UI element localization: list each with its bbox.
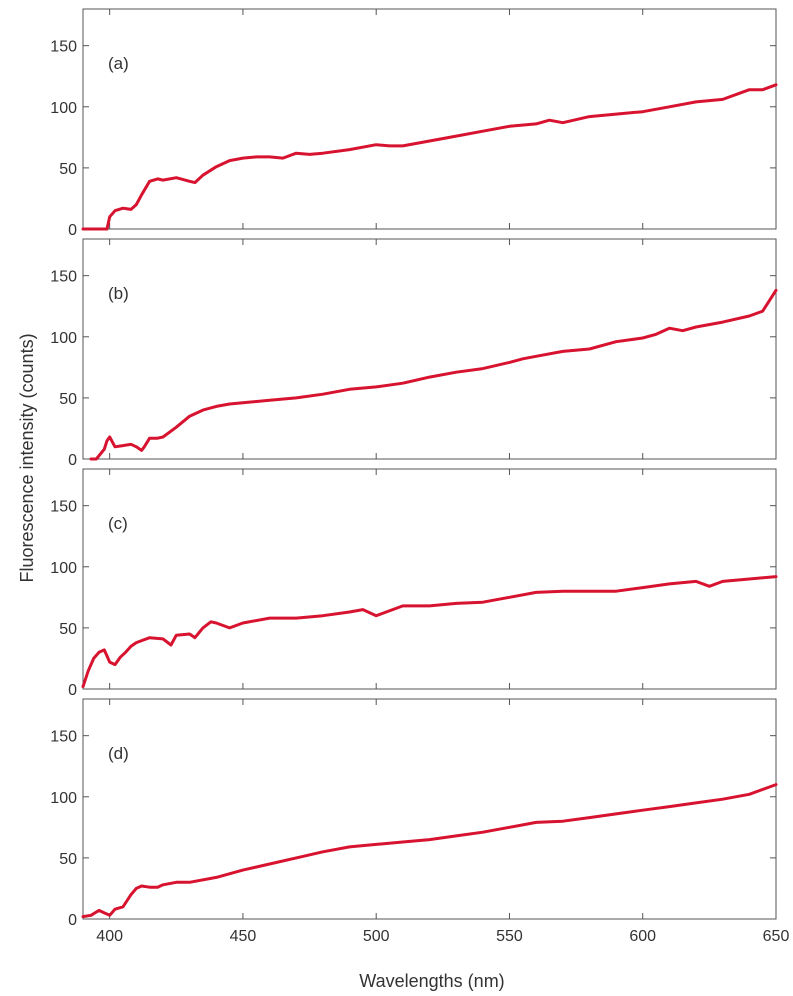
y-tick-label: 0 [68, 452, 77, 469]
y-tick-label: 150 [50, 729, 77, 746]
x-tick-label: 550 [496, 928, 523, 945]
panel-label: (a) [108, 54, 129, 73]
y-tick-label: 0 [68, 682, 77, 699]
y-tick-label: 100 [50, 330, 77, 347]
y-tick-label: 150 [50, 269, 77, 286]
y-axis-title: Fluorescence intensity (counts) [17, 333, 37, 582]
y-tick-label: 100 [50, 100, 77, 117]
x-tick-label: 500 [363, 928, 390, 945]
y-tick-label: 0 [68, 222, 77, 239]
panel-c: 0 50 100 150 (c) [50, 468, 778, 699]
panels: 0 50 100 150 (a) 0 50 100 150 (b) 0 50 100 150 (c) 0 50 1… [50, 8, 790, 945]
y-tick-label: 100 [50, 560, 77, 577]
panel-d: 0 50 100 150 400 450 500 550 600 650 (d) [50, 698, 790, 945]
y-tick-label: 50 [59, 391, 77, 408]
panel-label: (d) [108, 744, 129, 763]
y-tick-label: 50 [59, 161, 77, 178]
series-line [81, 575, 778, 689]
y-tick-label: 150 [50, 39, 77, 56]
series-line [89, 288, 778, 461]
x-axis-title: Wavelengths (nm) [359, 971, 504, 991]
panel-b: 0 50 100 150 (b) [50, 238, 778, 469]
plot-frame [82, 238, 777, 460]
x-tick-label: 650 [763, 928, 790, 945]
panel-label: (c) [108, 514, 128, 533]
x-tick-label: 600 [629, 928, 656, 945]
y-tick-label: 50 [59, 851, 77, 868]
y-tick-label: 0 [68, 912, 77, 929]
panel-a: 0 50 100 150 (a) [50, 8, 778, 239]
panel-label: (b) [108, 284, 129, 303]
y-tick-label: 50 [59, 621, 77, 638]
y-tick-label: 100 [50, 790, 77, 807]
plot-frame [82, 698, 777, 920]
plot-frame [82, 8, 777, 230]
plot-frame [82, 468, 777, 690]
x-tick-label: 450 [230, 928, 257, 945]
series-line [81, 783, 778, 919]
y-tick-label: 150 [50, 499, 77, 516]
x-tick-label: 400 [96, 928, 123, 945]
series-line [81, 83, 778, 231]
